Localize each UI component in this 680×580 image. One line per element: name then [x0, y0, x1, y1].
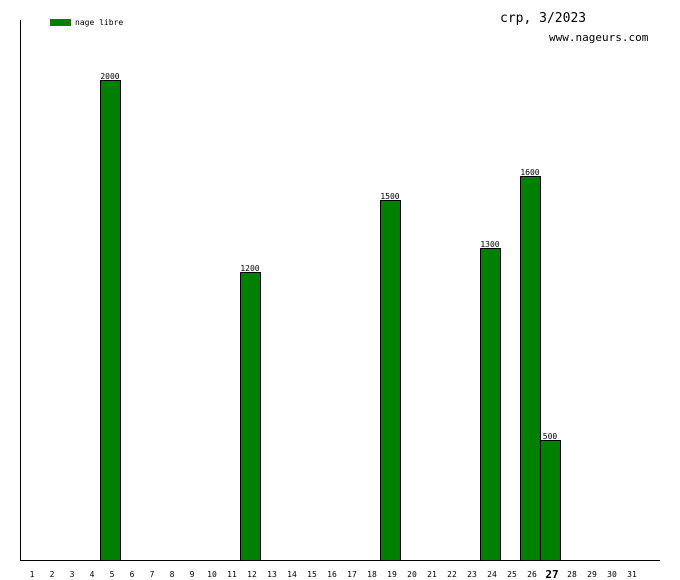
site-url: www.nageurs.com — [549, 31, 649, 44]
x-tick-label: 3 — [70, 570, 75, 579]
bar — [100, 80, 121, 561]
bar — [520, 176, 541, 561]
x-tick-label: 19 — [387, 570, 397, 579]
x-tick-label: 16 — [327, 570, 337, 579]
bar — [380, 200, 401, 561]
bar-value-label: 1500 — [380, 192, 399, 201]
bar — [480, 248, 501, 561]
x-tick-label: 26 — [527, 570, 537, 579]
x-tick-label: 15 — [307, 570, 317, 579]
bar — [540, 440, 561, 561]
x-tick-label: 23 — [467, 570, 477, 579]
x-tick-label: 29 — [587, 570, 597, 579]
x-tick-label: 12 — [247, 570, 257, 579]
legend-swatch — [50, 19, 71, 26]
x-tick-label: 28 — [567, 570, 577, 579]
bar-value-label: 2000 — [100, 72, 119, 81]
x-tick-label: 21 — [427, 570, 437, 579]
x-tick-label: 7 — [150, 570, 155, 579]
bar-value-label: 1300 — [480, 240, 499, 249]
x-tick-label: 25 — [507, 570, 517, 579]
bar-value-label: 500 — [543, 432, 558, 441]
x-tick-label: 11 — [227, 570, 237, 579]
x-tick-label: 14 — [287, 570, 297, 579]
x-tick-label: 27 — [545, 568, 558, 580]
x-tick-label: 18 — [367, 570, 377, 579]
x-tick-label: 31 — [627, 570, 637, 579]
bars-group: 2000 1200 1500 1300 1600 500 — [100, 72, 561, 561]
legend: nage libre — [50, 18, 123, 27]
x-tick-label: 30 — [607, 570, 617, 579]
x-tick-label: 22 — [447, 570, 457, 579]
bar — [240, 272, 261, 561]
x-tick-label: 5 — [110, 570, 115, 579]
bar-value-label: 1600 — [520, 168, 539, 177]
x-tick-label: 13 — [267, 570, 277, 579]
x-tick-label: 8 — [170, 570, 175, 579]
x-tick-labels: 1 2 3 4 5 6 7 8 9 10 11 12 13 14 15 16 17 18 19 20 21 22 23 24 2… — [30, 568, 637, 580]
x-tick-label: 24 — [487, 570, 497, 579]
x-tick-label: 20 — [407, 570, 417, 579]
x-tick-label: 1 — [30, 570, 35, 579]
x-tick-label: 10 — [207, 570, 217, 579]
x-tick-label: 4 — [90, 570, 95, 579]
x-tick-label: 2 — [50, 570, 55, 579]
chart-title: crp, 3/2023 — [500, 11, 586, 26]
legend-label: nage libre — [75, 18, 123, 27]
x-tick-label: 6 — [130, 570, 135, 579]
x-tick-label: 9 — [190, 570, 195, 579]
bar-value-label: 1200 — [240, 264, 259, 273]
x-tick-label: 17 — [347, 570, 357, 579]
